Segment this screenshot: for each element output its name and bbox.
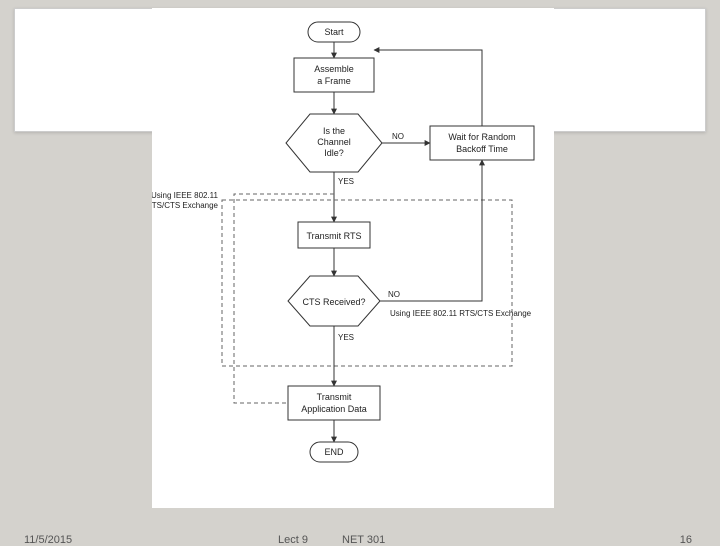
footer-page-number: 16 — [680, 534, 692, 546]
idle-no-label: NO — [392, 132, 404, 141]
idle-l1: Is the — [323, 126, 345, 136]
cts-l1: CTS Received? — [302, 297, 365, 307]
idle-l3: Idle? — [324, 148, 344, 158]
backoff-l1: Wait for Random — [448, 132, 515, 142]
end-label: END — [324, 447, 344, 457]
cts-yes-label: YES — [338, 333, 354, 342]
footer-course: NET 301 — [342, 534, 385, 546]
edge-cts-no — [380, 160, 482, 301]
assemble-l2: a Frame — [317, 76, 351, 86]
not-using-l1: Not Using IEEE 802.11 — [152, 191, 219, 200]
idle-yes-label: YES — [338, 177, 354, 186]
assemble-l1: Assemble — [314, 64, 354, 74]
rts-l1: Transmit RTS — [306, 231, 361, 241]
edge-backoff-loop — [374, 50, 482, 126]
not-using-l2: RTS/CTS Exchange — [152, 201, 219, 210]
appdata-l1: Transmit — [317, 392, 352, 402]
cts-no-label: NO — [388, 290, 400, 299]
using-annotation: Using IEEE 802.11 RTS/CTS Exchange — [390, 309, 532, 318]
footer-date: 11/5/2015 — [24, 534, 72, 546]
flowchart-svg: Start Assemble a Frame Is the Channel Id… — [152, 8, 554, 508]
backoff-l2: Backoff Time — [456, 144, 508, 154]
idle-l2: Channel — [317, 137, 351, 147]
flowchart-diagram: Start Assemble a Frame Is the Channel Id… — [152, 8, 554, 508]
start-label: Start — [324, 27, 344, 37]
appdata-l2: Application Data — [301, 404, 367, 414]
footer-lecture: Lect 9 — [278, 534, 308, 546]
